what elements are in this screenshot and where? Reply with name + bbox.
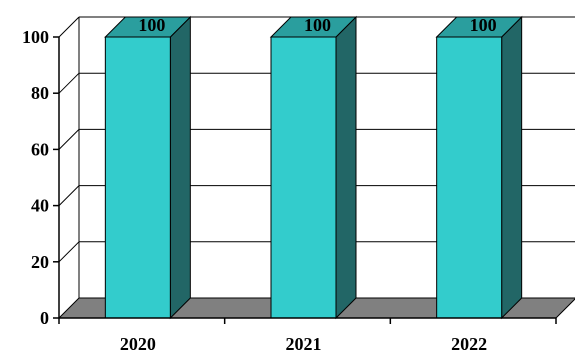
bars: [104, 15, 523, 320]
side-gridline-100: [58, 16, 80, 38]
data-label-2021: 100: [304, 15, 331, 35]
bar-side-face: [335, 15, 357, 320]
side-gridline-40: [58, 185, 80, 206]
bar-2022: [435, 15, 523, 320]
axes: [53, 36, 557, 324]
y-tick-label-60: 60: [31, 139, 49, 159]
side-gridline-80: [58, 72, 80, 94]
bar-side-face: [169, 15, 191, 320]
data-label-2020: 100: [138, 15, 165, 35]
bar-front-face: [270, 36, 337, 319]
y-tick-label-20: 20: [31, 252, 49, 272]
bar-2020: [104, 15, 192, 320]
y-tick-label-0: 0: [40, 308, 49, 328]
bar-front-face: [104, 36, 171, 319]
bar-front-face: [436, 36, 503, 319]
x-tick-label-2021: 2021: [286, 334, 322, 354]
bar-side-face: [501, 15, 523, 320]
x-tick-labels: 2020 2021 2022: [120, 334, 487, 354]
bar-2021: [269, 15, 358, 320]
side-gridline-60: [58, 129, 80, 150]
data-labels: 100 100 100: [138, 15, 496, 35]
y-tick-labels: 0 20 40 60 80 100: [22, 27, 49, 328]
data-label-2022: 100: [470, 15, 497, 35]
y-tick-label-40: 40: [31, 196, 49, 216]
x-tick-label-2022: 2022: [451, 334, 487, 354]
side-gridline-20: [58, 241, 80, 263]
y-tick-label-100: 100: [22, 27, 49, 47]
x-tick-label-2020: 2020: [120, 334, 156, 354]
y-tick-label-80: 80: [31, 83, 49, 103]
